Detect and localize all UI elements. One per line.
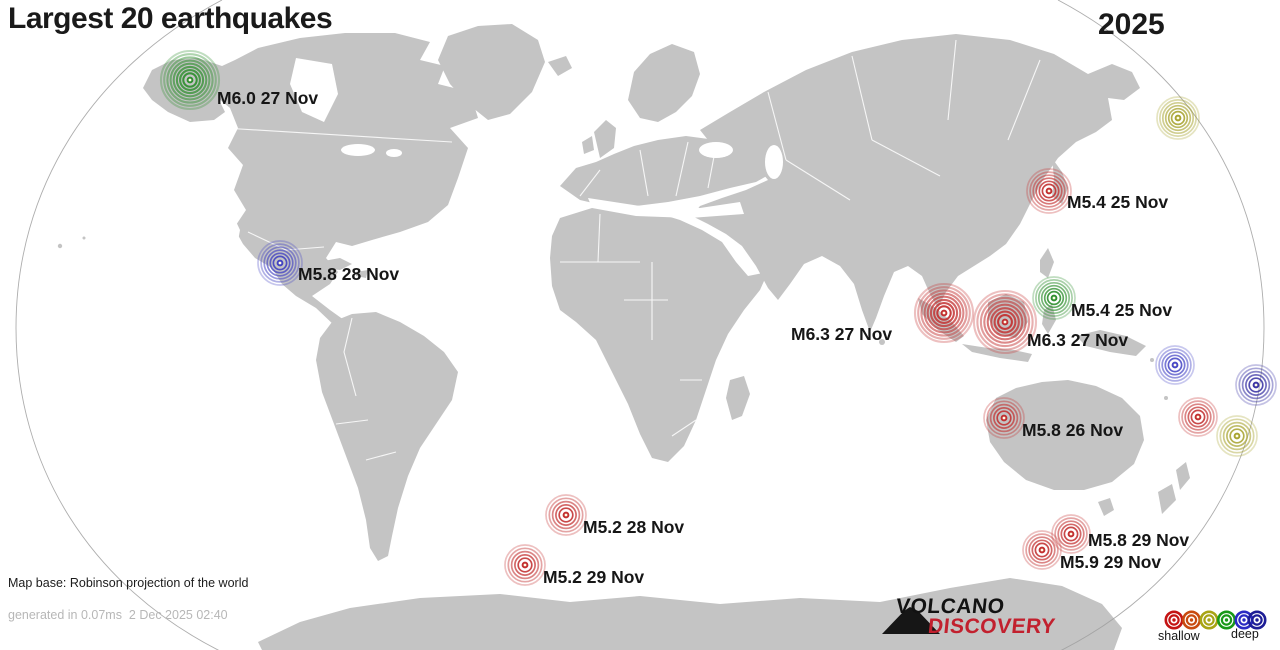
earthquake-label[interactable]: M5.8 28 Nov <box>298 264 400 284</box>
earthquake-marker[interactable] <box>1022 530 1062 570</box>
landmass-island <box>82 236 86 240</box>
earthquake-label[interactable]: M5.9 29 Nov <box>1060 552 1162 572</box>
earthquake-label[interactable]: M6.3 27 Nov <box>1027 330 1129 350</box>
markers-layer <box>159 49 1277 586</box>
robinson-outline <box>15 0 1265 650</box>
gulf-of-california <box>218 196 240 252</box>
landmass-africa <box>550 206 768 462</box>
mediterranean-sea <box>588 198 744 218</box>
landmass-fiji <box>1150 358 1154 362</box>
earthquake-marker[interactable] <box>1032 276 1076 320</box>
landmass-greenland <box>438 24 545 120</box>
earthquake-epicenter-dot <box>1194 413 1202 421</box>
landmass-tasmania <box>1098 498 1114 516</box>
earthquake-marker[interactable] <box>159 49 221 111</box>
earthquake-epicenter-dot <box>1038 546 1046 554</box>
year-label: 2025 <box>1098 8 1165 41</box>
earthquake-epicenter-dot <box>1174 114 1182 122</box>
earthquake-epicenter-dot <box>1171 361 1179 369</box>
landmass-philippines <box>1040 248 1054 278</box>
earthquake-marker[interactable] <box>1178 397 1218 437</box>
landmass-island2 <box>1164 396 1168 400</box>
earthquake-marker[interactable] <box>1051 514 1091 554</box>
earthquake-marker[interactable] <box>972 289 1038 355</box>
earthquake-epicenter-dot <box>1001 318 1009 326</box>
legend-depth-icon <box>1217 610 1237 630</box>
earthquake-epicenter-dot <box>186 76 194 84</box>
earthquake-marker[interactable] <box>1216 415 1258 457</box>
landmass-australia <box>986 380 1144 490</box>
earthquake-epicenter-dot <box>1000 414 1008 422</box>
earthquake-marker[interactable] <box>983 397 1025 439</box>
landmass-java <box>962 344 1032 362</box>
earthquake-epicenter-dot <box>276 259 284 267</box>
earthquake-marker[interactable] <box>1156 96 1200 140</box>
landmass-sri-lanka <box>879 339 885 345</box>
logo-discovery-text: DISCOVERY <box>926 615 1057 638</box>
legend-depth-icon <box>1199 610 1219 630</box>
landmass-new-zealand <box>1158 462 1190 514</box>
earthquake-marker[interactable] <box>913 282 975 344</box>
earthquake-marker[interactable] <box>1026 168 1072 214</box>
landmass-asia <box>692 34 1140 332</box>
legend-depth-icon <box>1164 610 1184 630</box>
earthquake-epicenter-dot <box>562 511 570 519</box>
earthquake-label[interactable]: M6.3 27 Nov <box>791 324 893 344</box>
landmass-hawaii <box>57 243 63 249</box>
volcano-triangle-icon <box>882 607 940 634</box>
earthquake-marker[interactable] <box>257 240 303 286</box>
country-borders <box>223 39 1041 461</box>
legend-shallow-label: shallow <box>1158 629 1200 643</box>
earthquake-epicenter-dot <box>521 561 529 569</box>
generated-note: generated in 0.07ms 2 Dec 2025 02:40 <box>8 608 228 622</box>
earthquake-epicenter-dot <box>1067 530 1075 538</box>
earthquake-label[interactable]: M5.8 26 Nov <box>1022 420 1124 440</box>
depth-legend <box>1164 610 1267 630</box>
legend-depth-icon <box>1247 610 1267 630</box>
landmass-new-guinea <box>1076 330 1146 356</box>
earthquake-label[interactable]: M5.4 25 Nov <box>1071 300 1173 320</box>
earthquake-epicenter-dot <box>1050 294 1058 302</box>
earthquake-epicenter-dot <box>1233 432 1241 440</box>
earthquake-marker[interactable] <box>1235 364 1277 406</box>
legend-deep-label: deep <box>1231 627 1259 641</box>
landmass-north-america <box>143 33 478 327</box>
earthquake-epicenter-dot <box>940 309 948 317</box>
landmass-cuba <box>318 258 368 278</box>
landmass-iceland <box>548 56 572 76</box>
great-lakes <box>341 144 375 156</box>
landmass-south-america <box>316 312 458 561</box>
landmass-scandinavia <box>628 44 700 122</box>
earthquake-epicenter-dot <box>1045 187 1053 195</box>
earthquake-label[interactable]: M5.8 29 Nov <box>1088 530 1190 550</box>
map-base-note: Map base: Robinson projection of the wor… <box>8 576 249 590</box>
earthquake-marker[interactable] <box>1155 345 1195 385</box>
page-title: Largest 20 earthquakes <box>8 2 333 35</box>
hudson-bay <box>290 58 338 122</box>
earthquake-marker[interactable] <box>504 544 546 586</box>
inland-water-group <box>218 58 783 252</box>
earthquake-marker[interactable] <box>545 494 587 536</box>
earthquake-label[interactable]: M5.2 29 Nov <box>543 567 645 587</box>
landmass-britain <box>582 120 616 158</box>
volcano-discovery-logo[interactable]: VOLCANO DISCOVERY <box>880 594 1057 644</box>
earthquake-label[interactable]: M5.2 28 Nov <box>583 517 685 537</box>
great-lakes2 <box>386 149 402 157</box>
legend-depth-icon <box>1181 610 1201 630</box>
caspian-sea <box>765 145 783 179</box>
earthquake-label[interactable]: M6.0 27 Nov <box>217 88 319 108</box>
earthquake-epicenter-dot <box>1252 381 1260 389</box>
landmass-madagascar <box>726 376 750 420</box>
earthquake-label[interactable]: M5.4 25 Nov <box>1067 192 1169 212</box>
black-sea <box>699 142 733 158</box>
